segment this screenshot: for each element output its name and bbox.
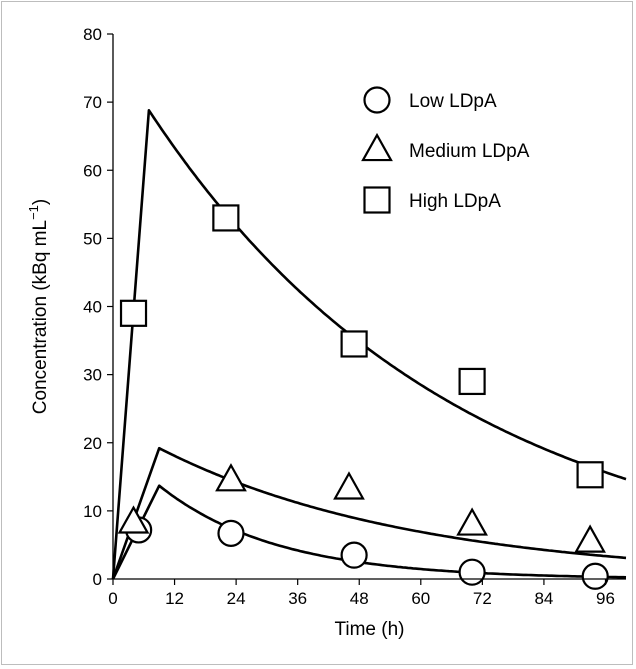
axes: [112, 34, 626, 580]
circle-point: [340, 541, 368, 569]
y-axis-label-superscript: −1: [26, 205, 41, 220]
square-point: [458, 367, 486, 396]
triangle-point: [456, 507, 488, 536]
y-tick-label: 20: [83, 434, 102, 453]
x-tick-label: 60: [411, 589, 430, 608]
y-axis-label: Concentration (kBq mL−1): [26, 199, 51, 414]
legend-label: High LDpA: [409, 191, 501, 212]
fit-curve: [111, 446, 627, 580]
x-tick-label: 24: [227, 589, 246, 608]
x-tick-label: 48: [350, 589, 369, 608]
circle-point: [458, 558, 486, 586]
circle-point: [581, 562, 609, 590]
fit-curves: [111, 109, 627, 580]
fit-curve: [111, 484, 627, 580]
legend-triangle-icon: [361, 132, 393, 162]
legend-circle-icon: [363, 86, 391, 114]
x-tick-label: 96: [596, 589, 615, 608]
legend-label: Low LDpA: [409, 91, 497, 112]
y-axis-label-close: ): [30, 199, 51, 205]
y-tick-label: 60: [83, 161, 102, 180]
y-tick-label: 0: [93, 570, 102, 589]
y-tick-label: 40: [83, 298, 102, 317]
square-point: [119, 299, 148, 327]
circle-point: [217, 519, 245, 547]
y-tick-label: 10: [83, 502, 102, 521]
triangle-point: [574, 524, 606, 553]
triangle-point: [215, 463, 247, 492]
y-tick-label: 80: [83, 25, 102, 44]
square-point: [212, 204, 240, 232]
x-tick-label: 72: [473, 589, 492, 608]
legend-label: Medium LDpA: [409, 141, 530, 162]
triangle-point: [117, 505, 150, 534]
legend: Low LDpA Medium LDpA High LDpA: [361, 86, 530, 214]
x-tick-label: 0: [108, 589, 117, 608]
x-tick-label: 84: [534, 589, 553, 608]
y-axis-label-main: Concentration (kBq mL: [30, 220, 51, 414]
square-point: [576, 461, 604, 489]
square-point: [340, 330, 368, 358]
x-axis-label: Time (h): [334, 619, 404, 640]
legend-square-icon: [363, 186, 391, 214]
triangle-point: [333, 471, 365, 500]
data-markers: [117, 204, 609, 590]
axis-ticks: 0 10 20 30 40 50 60 70 80 0 12 24 36 48 60 72 84 96: [83, 25, 615, 608]
y-tick-label: 50: [83, 229, 102, 248]
y-tick-label: 30: [83, 366, 102, 385]
x-tick-label: 36: [288, 589, 307, 608]
x-tick-label: 12: [165, 589, 184, 608]
y-tick-label: 70: [83, 93, 102, 112]
